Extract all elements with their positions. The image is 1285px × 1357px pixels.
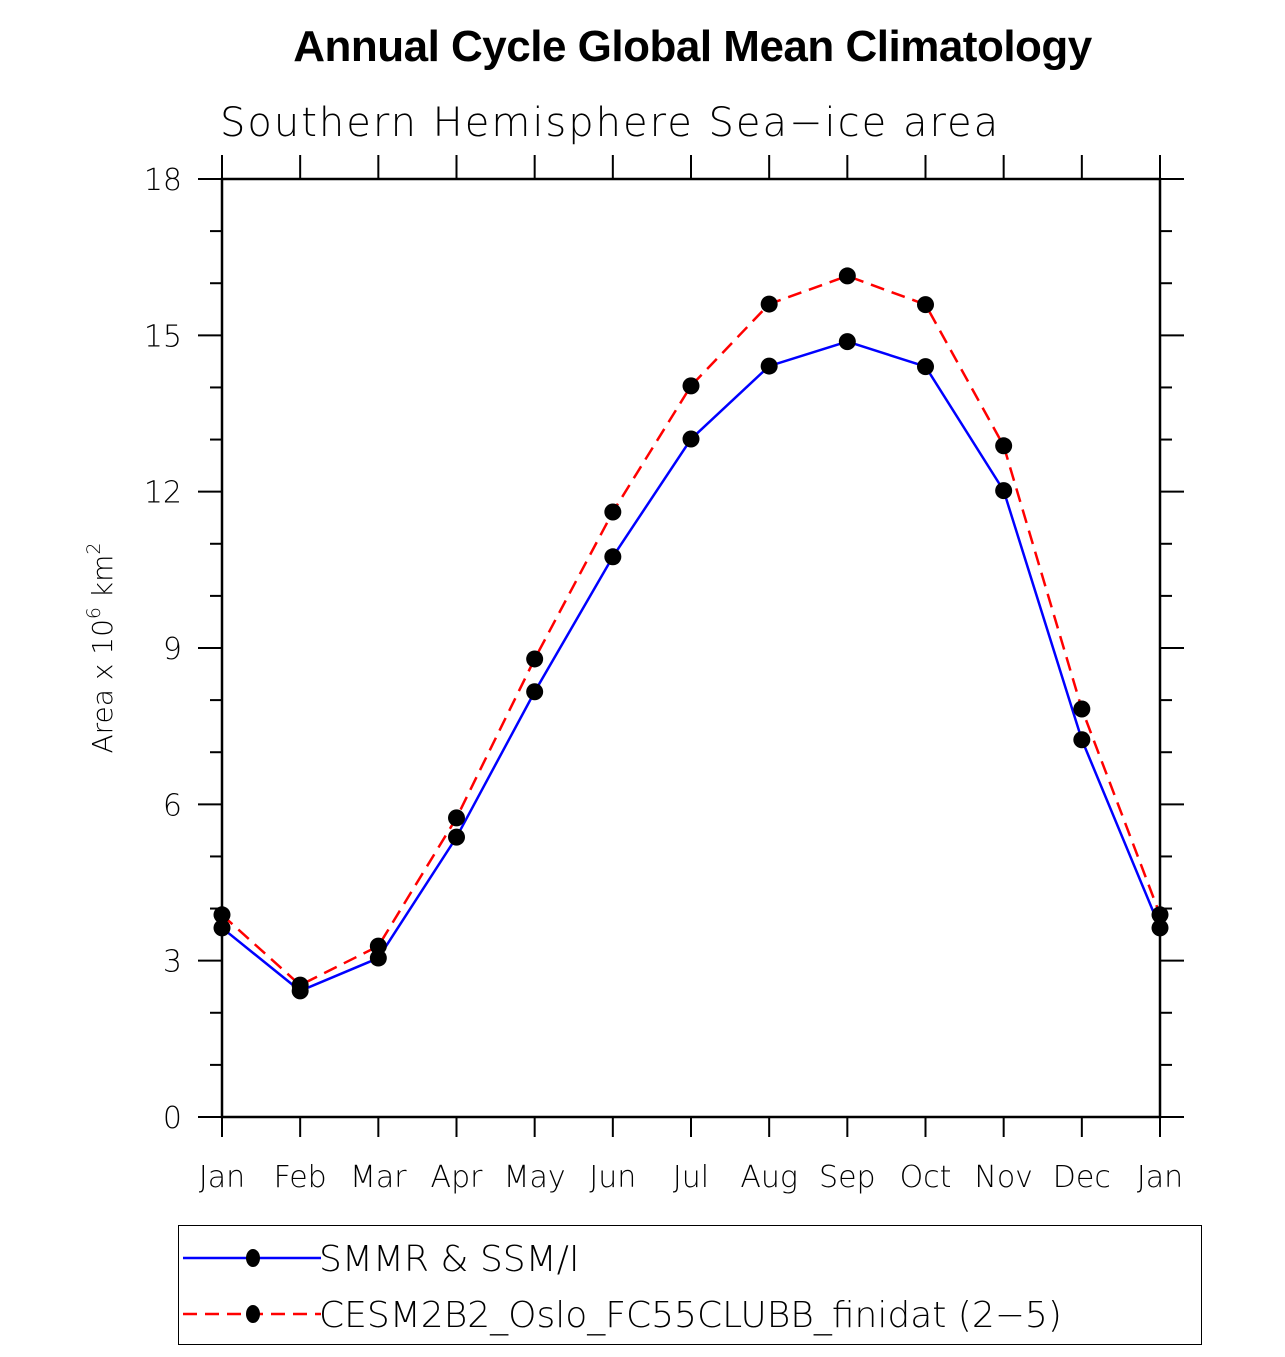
y-axis-label: Area x 106 km2 — [83, 542, 119, 753]
data-point-series-0 — [604, 548, 622, 566]
data-point-series-1 — [1151, 906, 1169, 924]
data-point-series-0 — [838, 333, 856, 351]
y-tick-label: 0 — [163, 1101, 182, 1136]
chart-subtitle: Southern Hemisphere Sea−ice area — [220, 100, 1001, 146]
x-tick-label: Jun — [589, 1160, 636, 1195]
data-point-series-1 — [995, 437, 1013, 455]
y-axis-label-exp1: 6 — [83, 607, 105, 619]
data-point-series-0 — [682, 430, 700, 448]
axes: 0 3 6 9 12 15 18 Jan Feb Mar Apr May Jun Jul Aug Sep Oct… — [144, 155, 1184, 1195]
data-point-series-0 — [448, 828, 465, 846]
y-tick-label: 18 — [144, 163, 182, 198]
x-tick-label: Jan — [199, 1160, 245, 1195]
x-tick-label: May — [504, 1160, 566, 1195]
data-point-series-1 — [291, 976, 309, 994]
chart-title: Annual Cycle Global Mean Climatology — [293, 22, 1092, 71]
data-point-series-0 — [1151, 919, 1169, 937]
data-point-series-1 — [917, 296, 934, 314]
data-point-series-0 — [917, 358, 934, 376]
y-tick-label: 3 — [163, 945, 182, 980]
data-point-series-1 — [526, 650, 544, 668]
plot-frame — [220, 177, 1162, 1119]
x-tick-label: Nov — [974, 1160, 1033, 1195]
x-tick-label: Oct — [900, 1160, 952, 1195]
data-point-series-0 — [213, 919, 231, 937]
legend-item-1: CESM2B2_Oslo_FC55CLUBB_finidat (2−5) — [183, 1295, 1062, 1336]
data-point-series-0 — [1073, 731, 1091, 749]
data-point-series-1 — [369, 937, 387, 955]
legend-label-1: CESM2B2_Oslo_FC55CLUBB_finidat (2−5) — [319, 1295, 1062, 1336]
y-tick-label: 15 — [144, 319, 182, 354]
data-point-series-0 — [526, 683, 544, 701]
legend-item-0: SMMR & SSM/I — [183, 1239, 579, 1280]
x-tick-label: Apr — [431, 1160, 484, 1195]
x-tick-label: Sep — [819, 1160, 876, 1195]
data-point-series-0 — [760, 357, 778, 375]
data-point-series-1 — [604, 503, 622, 521]
x-tick-label: Jul — [673, 1160, 709, 1195]
legend-marker-0 — [246, 1249, 260, 1267]
y-tick-label: 9 — [163, 632, 182, 667]
y-axis-label-unit: km — [86, 555, 119, 607]
data-point-series-1 — [760, 295, 778, 313]
data-point-series-1 — [448, 809, 465, 827]
y-tick-label: 12 — [144, 476, 182, 511]
legend-label-0: SMMR & SSM/I — [319, 1239, 579, 1280]
x-tick-label: Dec — [1053, 1160, 1111, 1195]
data-point-series-1 — [682, 377, 700, 395]
data-point-series-1 — [1073, 700, 1091, 718]
x-tick-label: Feb — [274, 1160, 327, 1195]
legend: SMMR & SSM/I CESM2B2_Oslo_FC55CLUBB_fini… — [178, 1225, 1202, 1345]
data-point-series-0 — [369, 949, 387, 967]
y-axis-label-exp2: 2 — [83, 542, 105, 554]
data-point-series-0 — [995, 482, 1013, 500]
x-tick-label: Mar — [350, 1160, 407, 1195]
legend-svg: SMMR & SSM/I CESM2B2_Oslo_FC55CLUBB_fini… — [183, 1239, 1062, 1336]
data-point-series-1 — [838, 267, 856, 285]
x-tick-label: Aug — [740, 1160, 798, 1195]
y-axis-label-base: Area x 10 — [86, 619, 119, 753]
x-tick-label: Jan — [1137, 1160, 1183, 1195]
data-point-series-1 — [213, 906, 231, 924]
series-layer — [213, 267, 1169, 1000]
y-tick-label: 6 — [163, 788, 182, 823]
legend-marker-1 — [246, 1305, 260, 1323]
